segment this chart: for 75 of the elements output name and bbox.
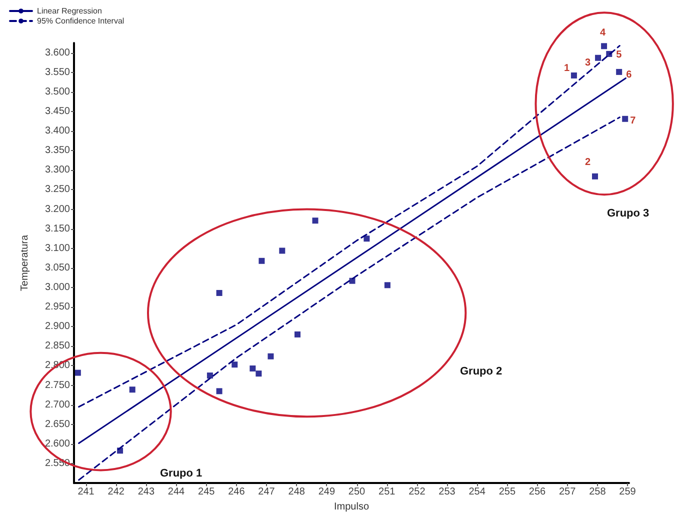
x-tick-label: 249 <box>318 486 336 498</box>
x-tick-label: 251 <box>378 486 396 498</box>
y-tick-label: 3.500 <box>44 86 70 98</box>
point <box>279 248 286 254</box>
point <box>256 370 262 377</box>
point <box>570 72 577 78</box>
point <box>74 370 81 376</box>
x-axis-title: Impulso <box>334 502 370 512</box>
y-tick-label: 3.300 <box>44 164 70 176</box>
point <box>592 173 598 180</box>
point <box>258 258 265 264</box>
point <box>364 236 370 242</box>
point <box>206 372 213 379</box>
y-tick-label: 2.850 <box>44 340 70 352</box>
y-tick-label: 3.050 <box>44 262 70 274</box>
x-tick-label: 242 <box>108 486 125 498</box>
point <box>216 290 222 296</box>
point <box>312 218 318 224</box>
y-tick-label: 3.350 <box>44 145 70 156</box>
point <box>595 54 602 61</box>
y-tick-label: 3.450 <box>44 106 70 117</box>
y-tick-label: 3.600 <box>44 47 70 58</box>
point <box>616 68 622 75</box>
point <box>250 365 256 372</box>
y-tick-label: 2.650 <box>44 418 70 430</box>
x-tick-label: 241 <box>78 486 95 498</box>
x-tick-label: 257 <box>558 486 576 498</box>
x-tick-label: 244 <box>168 486 186 498</box>
annotation: Grupo 1 <box>160 468 202 480</box>
x-tick-label: 255 <box>498 486 516 498</box>
annotation: 4 <box>600 28 606 39</box>
x-tick-label: 254 <box>468 486 486 498</box>
point <box>601 43 608 50</box>
x-tick-label: 248 <box>288 486 306 498</box>
y-tick-label: 3.150 <box>44 223 70 234</box>
point <box>349 278 356 284</box>
x-tick-label: 259 <box>619 486 636 498</box>
annotation: 6 <box>626 69 632 80</box>
legend-label: Linear Regression <box>37 6 102 16</box>
point <box>622 116 628 122</box>
x-tick-label: 243 <box>138 486 155 498</box>
x-tick-label: 253 <box>438 486 456 498</box>
x-tick-label: 258 <box>589 486 606 498</box>
x-tick-label: 252 <box>408 486 426 498</box>
point <box>216 388 222 394</box>
y-tick-label: 2.900 <box>44 321 70 332</box>
y-tick-label: 3.550 <box>44 66 70 78</box>
y-tick-label: 3.400 <box>44 126 70 137</box>
point <box>268 353 274 360</box>
y-tick-label: 3.000 <box>44 282 70 293</box>
y-tick-label: 2.950 <box>44 302 70 313</box>
annotation: 2 <box>585 156 592 168</box>
x-tick-label: 245 <box>198 486 216 498</box>
y-tick-label: 2.600 <box>44 438 70 450</box>
y-tick-label: 2.750 <box>44 380 70 391</box>
annotation: 5 <box>616 49 622 60</box>
point <box>232 362 238 368</box>
y-tick-label: 2.700 <box>44 399 70 410</box>
y-tick-label: 3.100 <box>44 242 70 254</box>
x-tick-label: 246 <box>228 486 246 498</box>
y-axis-title: Temperatura <box>20 234 30 292</box>
point <box>129 386 136 393</box>
x-tick-label: 256 <box>528 486 546 498</box>
y-tick-label: 3.250 <box>44 184 70 196</box>
x-tick-label: 247 <box>258 486 276 498</box>
annotation: 7 <box>630 115 636 126</box>
y-tick-label: 3.200 <box>44 204 70 215</box>
annotation: Grupo 3 <box>607 208 650 220</box>
annotation: Grupo 2 <box>460 366 502 378</box>
point <box>294 331 301 338</box>
point <box>384 282 390 288</box>
annotation: 3 <box>585 57 592 68</box>
legend-label: 95% Confidence Interval <box>37 16 124 26</box>
annotation: 1 <box>564 62 570 74</box>
x-tick-label: 250 <box>348 486 366 498</box>
